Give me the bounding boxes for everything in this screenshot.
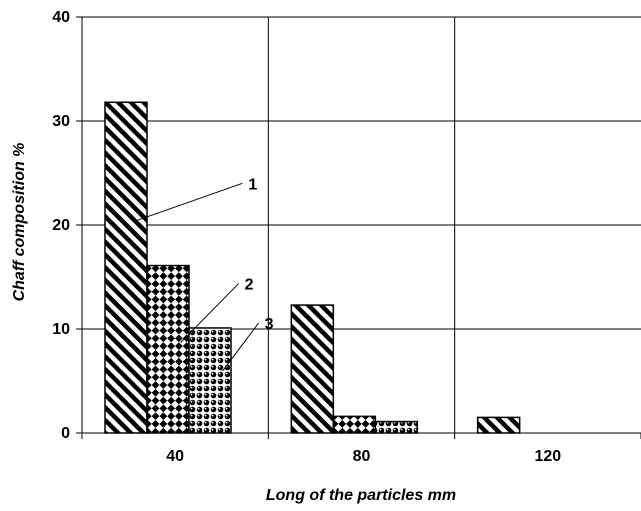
annotation-label-2: 2 [245, 277, 254, 294]
annotation-leader-1 [134, 182, 243, 222]
bar-series-2-80 [332, 415, 377, 434]
y-tick-label: 0 [61, 425, 70, 442]
y-tick-label: 10 [52, 321, 70, 338]
x-tick-label: 40 [166, 448, 184, 465]
x-tick-label: 120 [534, 448, 561, 465]
x-axis-title: Long of the particles mm [266, 487, 456, 504]
annotation-leader-2 [180, 283, 239, 343]
y-tick-label: 30 [52, 113, 70, 130]
y-tick-label: 40 [52, 9, 70, 26]
annotations: 1 2 3 [134, 176, 274, 372]
y-axis-title: Chaff composition % [11, 143, 28, 302]
x-tick-label: 80 [353, 448, 371, 465]
bar-series-2-40 [146, 264, 190, 434]
bar-series-1-40 [104, 101, 148, 434]
bars [104, 101, 521, 434]
axes: 0 10 20 30 40 40 80 120 [52, 9, 641, 465]
annotation-label-3: 3 [265, 316, 274, 333]
y-tick-label: 20 [52, 217, 70, 234]
bar-series-3-40 [188, 327, 232, 434]
annotation-label-1: 1 [248, 176, 257, 193]
bar-series-1-80 [290, 304, 335, 434]
bar-series-1-120 [476, 416, 521, 434]
bar-series-3-80 [374, 420, 419, 434]
annotation-leader-3 [222, 322, 260, 372]
gridlines [82, 16, 641, 433]
